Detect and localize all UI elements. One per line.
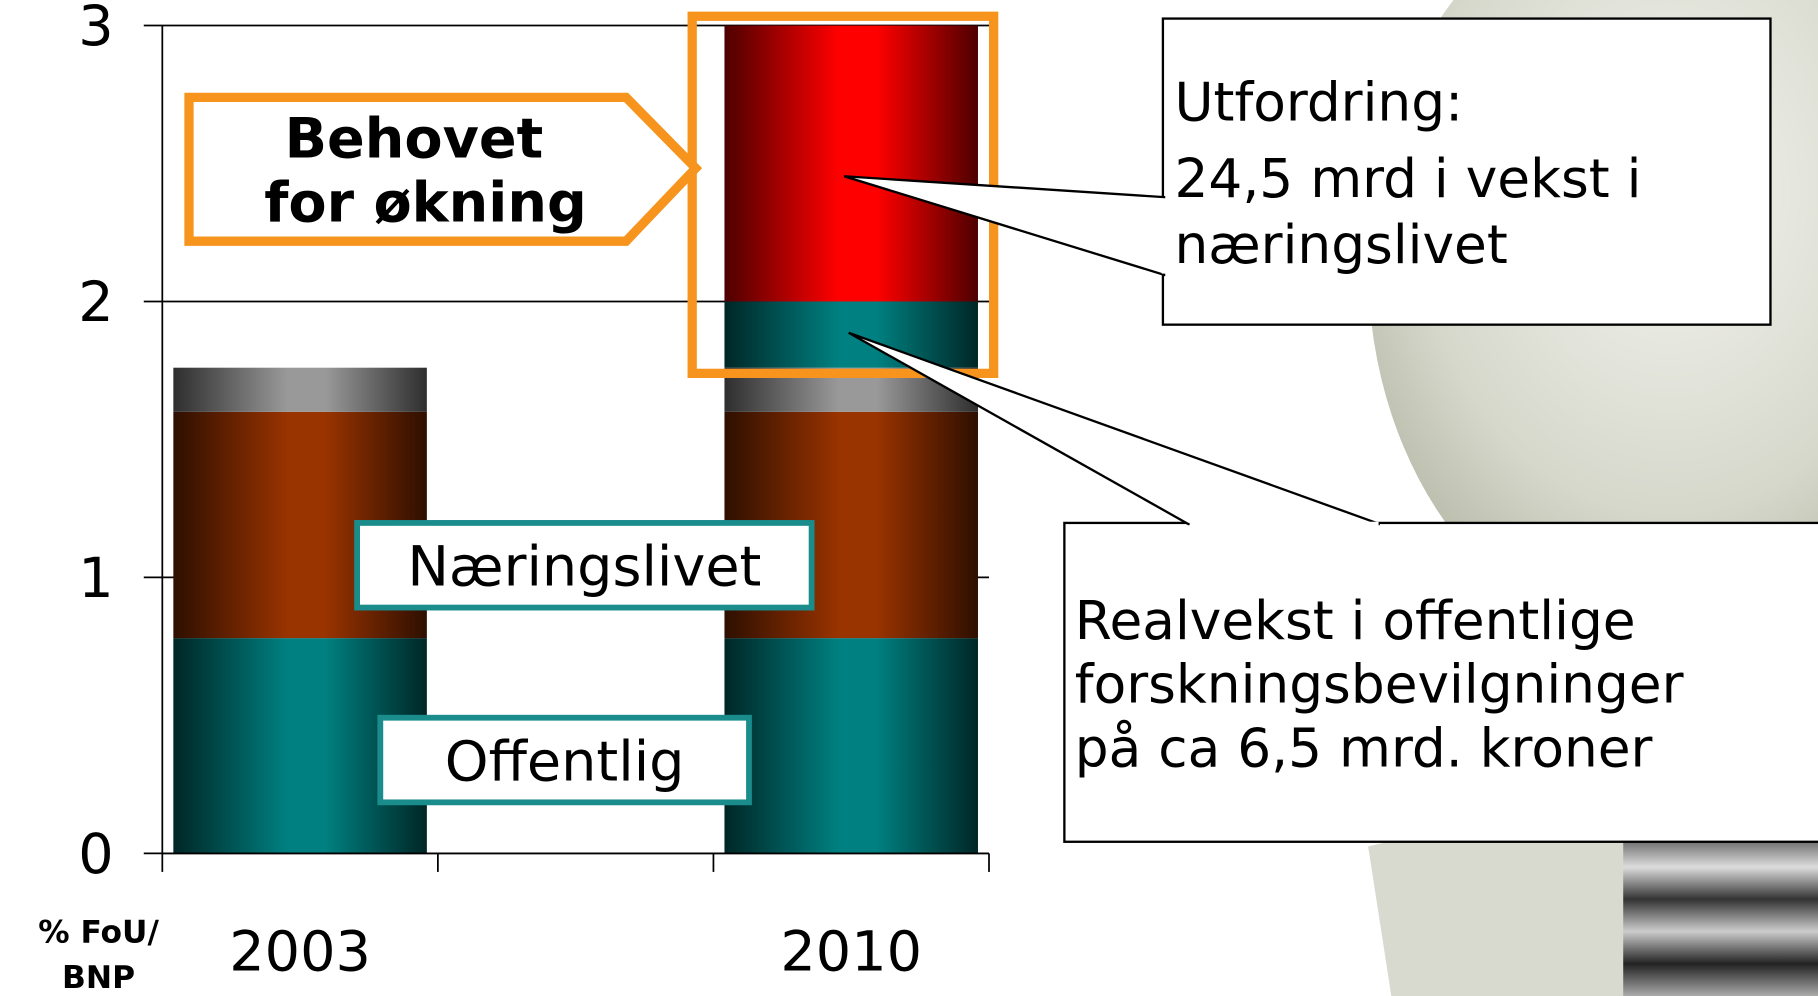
- callout-text: Utfordring:: [1175, 71, 1464, 134]
- axis-label: BNP: [62, 960, 135, 996]
- bar-segment: [724, 638, 978, 853]
- axis-label: % FoU/: [38, 915, 159, 951]
- annotation: Behovet for økning: [189, 97, 696, 241]
- x-tick-label: 2003: [229, 919, 371, 984]
- legend-entry: Offentlig: [380, 718, 749, 803]
- callout-text: 24,5 mrd i vekst i: [1175, 147, 1642, 210]
- callout-text: på ca 6,5 mrd. kroner: [1075, 716, 1653, 779]
- callout-text: Realvekst i offentlige: [1075, 589, 1636, 652]
- callout: Utfordring: 24,5 mrd i vekst i næringsli…: [844, 19, 1770, 325]
- y-tick-label: 2: [78, 270, 113, 335]
- legend-entry: Næringslivet: [357, 523, 811, 608]
- legend-label: Næringslivet: [407, 535, 761, 600]
- x-tick-label: 2010: [780, 919, 922, 984]
- legend-label: Offentlig: [445, 729, 685, 794]
- callout-text: næringslivet: [1175, 213, 1508, 276]
- chart: 0 1 2 3 2003 2010 % FoU/ BNP Næringslivet Off…: [0, 0, 1818, 996]
- y-tick-label: 1: [78, 546, 113, 611]
- bar-segment: [724, 26, 978, 302]
- page: 0 1 2 3 2003 2010 % FoU/ BNP Næringslivet Off…: [0, 0, 1818, 996]
- bar-segment: [173, 368, 427, 412]
- annotation-text: for økning: [264, 170, 587, 235]
- y-tick-label: 3: [78, 0, 113, 59]
- annotation-text: Behovet: [285, 107, 544, 172]
- y-tick-label: 0: [78, 822, 113, 887]
- callout-text: forskningsbevilgninger: [1075, 653, 1684, 716]
